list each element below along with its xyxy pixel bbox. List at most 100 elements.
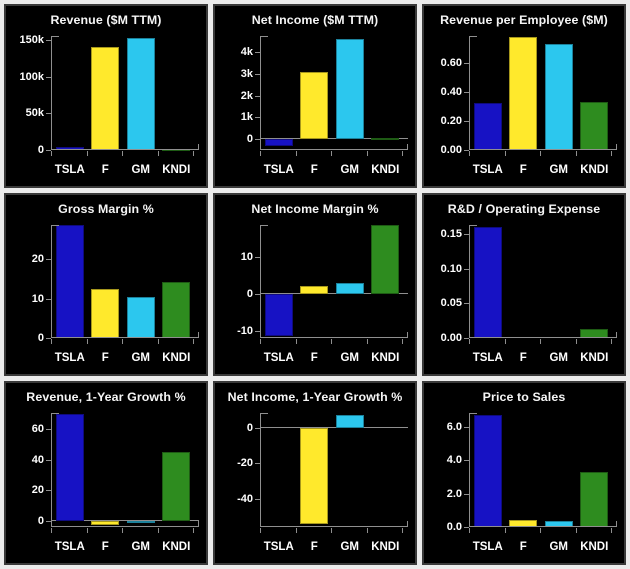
x-tick — [51, 339, 52, 345]
y-tick-label: 0 — [37, 143, 44, 156]
x-axis-cap — [198, 332, 199, 339]
x-category-label: GM — [340, 163, 360, 176]
x-category-label: TSLA — [263, 541, 294, 553]
bar-F — [91, 520, 120, 526]
x-category-label: F — [310, 352, 318, 365]
y-tick-label: 60 — [31, 423, 44, 436]
x-tick — [157, 339, 159, 345]
x-axis-cap — [407, 143, 408, 150]
x-tick — [366, 528, 368, 533]
bar-TSLA — [55, 414, 84, 521]
bar-KNDI — [162, 149, 191, 152]
y-tick-label: 100k — [19, 70, 44, 83]
chart-panel-net-income: Net Income ($M TTM) 0 1k 2k 3k 4k TSLA F GM KNDI — [213, 4, 417, 188]
x-tick — [295, 150, 297, 156]
x-category-label: F — [101, 352, 109, 365]
chart-panel-revenue: Revenue ($M TTM) 0 50k 100k 150k TSLA F GM KNDI — [4, 4, 208, 188]
y-tick-label: 0 — [246, 421, 253, 434]
x-category-label: TSLA — [472, 352, 503, 365]
bar-TSLA — [264, 138, 293, 147]
y-tick — [464, 91, 469, 93]
y-tick-label: 150k — [19, 34, 44, 47]
x-category-label: F — [101, 163, 109, 176]
bar-KNDI — [162, 452, 191, 521]
x-tick — [295, 528, 297, 533]
y-tick — [255, 52, 260, 54]
x-category-label: GM — [340, 541, 360, 553]
x-axis — [469, 148, 617, 150]
plot-area: 0 10 20 TSLA F GM KNDI — [32, 224, 199, 364]
plot-area: 0 1k 2k 3k 4k TSLA F GM KNDI — [241, 36, 408, 176]
x-tick — [86, 528, 88, 533]
x-tick — [366, 150, 368, 156]
x-tick — [331, 528, 332, 533]
chart-title: Net Income, 1-Year Growth % — [227, 390, 403, 405]
chart-title: Net Income Margin % — [251, 201, 379, 216]
y-tick — [46, 40, 51, 42]
x-axis-cap — [616, 143, 617, 150]
y-tick-label: 4k — [240, 46, 253, 59]
x-tick — [331, 150, 332, 156]
chart-panel-rnd-operating-expense: R&D / Operating Expense 0.00 0.05 0.10 0.15… — [422, 192, 626, 377]
y-axis — [469, 36, 470, 150]
y-tick-label: 2k — [240, 89, 253, 102]
x-axis-cap — [198, 143, 199, 150]
x-axis — [260, 526, 408, 527]
zero-line — [261, 292, 408, 294]
chart-title: Revenue per Employee ($M) — [440, 13, 608, 27]
y-tick — [464, 233, 469, 235]
x-tick — [51, 150, 52, 156]
y-axis-cap — [260, 224, 268, 226]
y-axis-cap — [51, 224, 59, 226]
x-axis-cap — [616, 332, 617, 339]
y-tick-label: 0.0 — [446, 521, 462, 533]
y-tick — [464, 527, 469, 528]
y-tick-label: 0.15 — [440, 227, 462, 240]
chart-title: Revenue, 1-Year Growth % — [26, 390, 186, 405]
x-axis — [260, 148, 408, 150]
x-category-label: KNDI — [580, 163, 609, 176]
x-tick — [260, 528, 261, 533]
y-tick-label: 0 — [37, 332, 44, 345]
bar-KNDI — [371, 225, 400, 294]
y-axis-cap — [469, 224, 477, 226]
y-tick-label: 0 — [246, 287, 253, 300]
x-tick — [193, 528, 194, 533]
x-category-label: GM — [131, 352, 151, 365]
y-tick — [464, 338, 469, 340]
x-category-label: F — [310, 541, 318, 553]
x-tick — [575, 339, 577, 345]
bar-TSLA — [473, 226, 502, 339]
y-tick-label: 0.60 — [440, 56, 462, 69]
x-category-label: TSLA — [54, 541, 85, 553]
chart-title: Revenue ($M TTM) — [50, 13, 162, 27]
x-tick — [402, 150, 403, 156]
x-tick — [122, 528, 123, 533]
zero-line — [52, 519, 199, 521]
x-axis-cap — [616, 521, 617, 527]
bar-KNDI — [371, 138, 400, 141]
x-tick — [193, 150, 194, 156]
x-category-label: KNDI — [371, 541, 400, 553]
x-tick — [157, 528, 159, 533]
x-axis — [51, 148, 199, 150]
y-tick-label: 20 — [31, 253, 44, 266]
y-axis-cap — [469, 413, 477, 415]
chart-panel-revenue-per-employee: Revenue per Employee ($M) 0.00 0.20 0.40 0.… — [422, 4, 626, 188]
y-axis-cap — [51, 413, 59, 415]
y-axis — [260, 36, 261, 150]
bar-GM — [544, 43, 573, 150]
x-category-label: TSLA — [263, 163, 294, 176]
y-tick — [255, 427, 260, 429]
x-axis-cap — [407, 332, 408, 339]
x-tick — [122, 339, 123, 345]
x-category-label: KNDI — [162, 541, 191, 553]
x-category-label: F — [310, 163, 318, 176]
y-tick — [255, 95, 260, 97]
x-category-label: TSLA — [472, 541, 503, 553]
x-category-label: GM — [340, 352, 360, 365]
x-tick — [504, 528, 506, 533]
y-axis-cap — [260, 36, 268, 37]
y-tick-label: 4.0 — [446, 454, 462, 467]
